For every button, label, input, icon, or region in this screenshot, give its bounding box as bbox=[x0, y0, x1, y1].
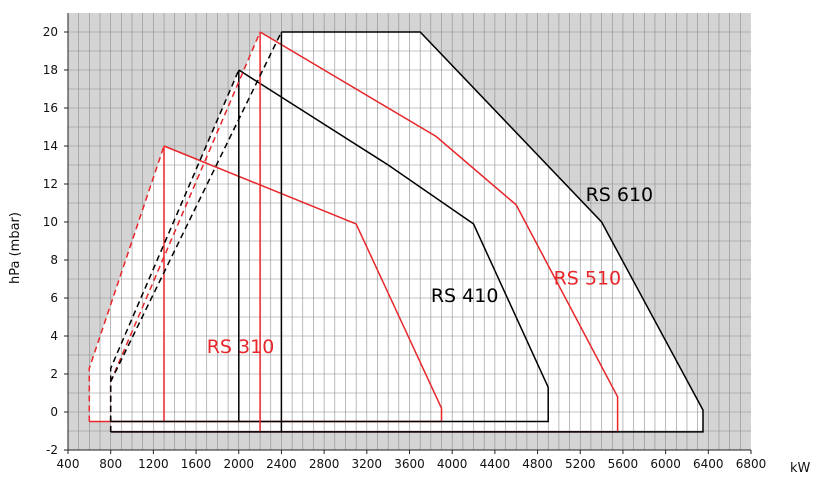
y-tick-label-2: 2 bbox=[50, 367, 58, 381]
x-tick-label-10: 4400 bbox=[480, 457, 511, 471]
x-tick-label-2: 1200 bbox=[138, 457, 169, 471]
y-tick-labels: -2 0 2 4 6 8 10 12 14 16 18 20 bbox=[43, 25, 68, 457]
x-tick-label-0: 400 bbox=[57, 457, 80, 471]
x-tick-label-3: 1600 bbox=[181, 457, 212, 471]
x-tick-label-4: 2000 bbox=[223, 457, 254, 471]
series-labels: RS 310 RS 410 RS 510 RS 610 bbox=[207, 184, 653, 358]
y-tick-label-11: 20 bbox=[43, 25, 58, 39]
series-2-solid bbox=[110, 69, 549, 423]
series-2-dashed bbox=[109, 69, 240, 422]
y-tick-label-0: -2 bbox=[46, 443, 58, 457]
y-tick-label-9: 16 bbox=[43, 101, 58, 115]
y-tick-label-8: 14 bbox=[43, 139, 58, 153]
x-tick-label-12: 5200 bbox=[565, 457, 596, 471]
x-tick-label-15: 6400 bbox=[693, 457, 724, 471]
x-tick-label-16: 6800 bbox=[736, 457, 767, 471]
series-label-4: RS 610 bbox=[586, 184, 654, 206]
y-axis-title: hPa (mbar) bbox=[8, 212, 23, 284]
plot-area bbox=[89, 32, 703, 432]
y-tick-label-3: 4 bbox=[50, 329, 58, 343]
x-tick-label-5: 2400 bbox=[266, 457, 297, 471]
x-tick-label-11: 4800 bbox=[522, 457, 553, 471]
x-tick-label-9: 4000 bbox=[437, 457, 468, 471]
envelope-fill-4 bbox=[110, 32, 703, 432]
y-tick-label-1: 0 bbox=[50, 405, 58, 419]
y-tick-label-5: 8 bbox=[50, 253, 58, 267]
series-1-dashed bbox=[88, 145, 165, 422]
x-tick-label-7: 3200 bbox=[352, 457, 383, 471]
series-label-2: RS 410 bbox=[431, 285, 499, 307]
y-tick-label-4: 6 bbox=[50, 291, 58, 305]
series-label-1: RS 310 bbox=[207, 336, 275, 358]
x-tick-label-14: 6000 bbox=[650, 457, 681, 471]
x-tick-label-13: 5600 bbox=[608, 457, 639, 471]
series-label-3: RS 510 bbox=[554, 268, 622, 290]
x-tick-label-1: 800 bbox=[99, 457, 122, 471]
y-tick-label-6: 10 bbox=[43, 215, 58, 229]
x-tick-label-8: 3600 bbox=[394, 457, 425, 471]
series-4-dashed bbox=[109, 31, 283, 432]
series-lines bbox=[88, 31, 704, 433]
x-tick-label-6: 2800 bbox=[309, 457, 340, 471]
x-axis-title: kW bbox=[790, 461, 811, 476]
x-tick-labels: 400 800 1200 1600 2000 2400 2800 3200 3600 4000 44… bbox=[57, 450, 767, 471]
y-tick-label-10: 18 bbox=[43, 63, 58, 77]
series-4-solid bbox=[110, 31, 704, 433]
y-tick-label-7: 12 bbox=[43, 177, 58, 191]
